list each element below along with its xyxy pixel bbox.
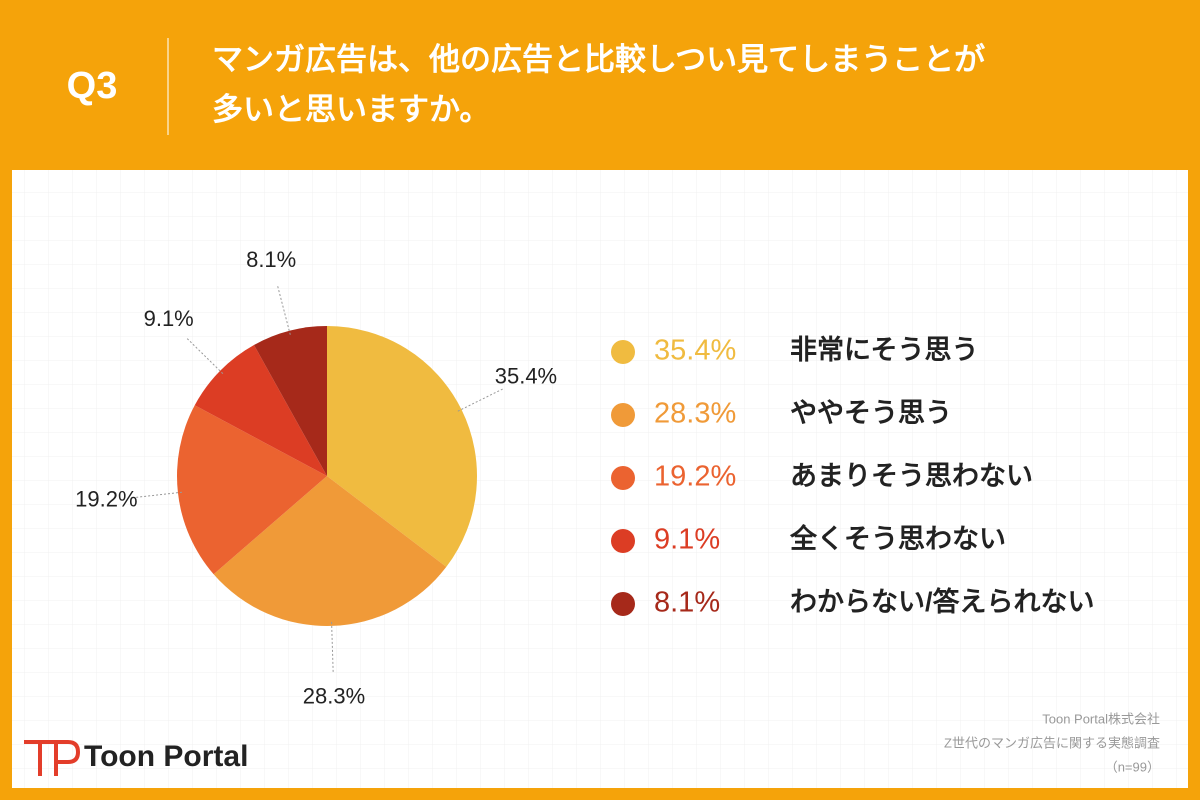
pie-slice <box>176 405 327 575</box>
legend-value: 28.3% <box>654 398 736 430</box>
legend-value: 19.2% <box>654 461 736 493</box>
source-line: （n=99） <box>1105 759 1160 774</box>
legend-label: ややそう思う <box>790 398 952 428</box>
pie-slice <box>194 344 327 476</box>
legend-marker <box>611 466 635 490</box>
question-line: マンガ広告は、他の広告と比較しつい見てしまうことが <box>212 42 985 77</box>
legend-marker <box>611 340 635 364</box>
pie-slice <box>327 326 477 567</box>
question-label: Q3 <box>67 65 118 107</box>
legend-value: 8.1% <box>654 587 720 619</box>
logo-icon <box>24 740 81 776</box>
legend-marker <box>611 403 635 427</box>
pie-slice <box>213 476 447 626</box>
slice-label: 35.4% <box>495 363 557 388</box>
slice-label: 19.2% <box>75 486 137 511</box>
logo-t <box>24 740 56 776</box>
legend-value: 9.1% <box>654 524 720 556</box>
source-line: Z世代のマンガ広告に関する実態調査 <box>944 735 1160 750</box>
legend-value: 35.4% <box>654 335 736 367</box>
slice-label: 9.1% <box>144 306 194 331</box>
legend-label: 全くそう思わない <box>789 523 1006 554</box>
legend-label: 非常にそう思う <box>790 335 978 365</box>
question-line: 多いと思いますか。 <box>212 92 490 127</box>
legend-label: あまりそう思わない <box>790 461 1033 491</box>
source-line: Toon Portal株式会社 <box>1042 711 1160 726</box>
legend-marker <box>611 529 635 553</box>
leader-line <box>276 284 291 335</box>
leader-line <box>130 491 182 499</box>
slice-label: 28.3% <box>303 684 365 709</box>
leader-line <box>457 387 505 412</box>
slice-label: 8.1% <box>246 247 296 272</box>
logo-p <box>54 740 81 776</box>
logo-text: Toon Portal <box>84 740 248 773</box>
leader-line <box>185 336 224 375</box>
legend-label: わからない/答えられない <box>790 586 1095 617</box>
leader-line <box>331 621 334 674</box>
legend-marker <box>611 592 635 616</box>
pie-slice <box>253 326 327 476</box>
